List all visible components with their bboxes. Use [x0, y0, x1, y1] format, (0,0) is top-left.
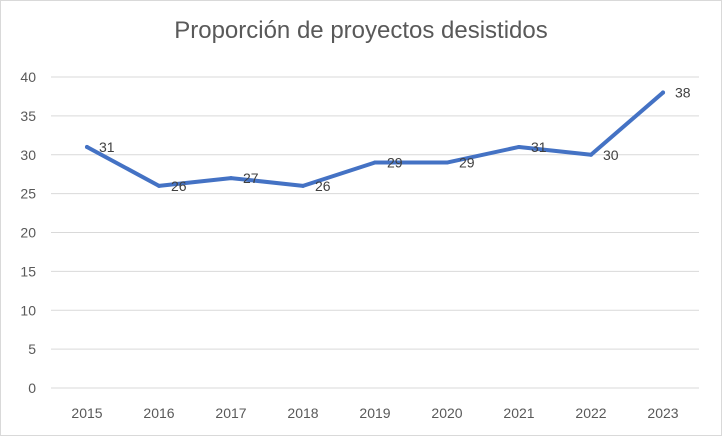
x-tick-label: 2020: [431, 405, 462, 421]
data-point: [373, 160, 377, 165]
data-label: 38: [675, 85, 691, 101]
x-tick-label: 2015: [71, 405, 102, 421]
x-tick-label: 2023: [647, 405, 678, 421]
y-tick-label: 10: [20, 302, 36, 318]
data-point: [229, 176, 233, 181]
data-label: 31: [99, 139, 115, 155]
y-tick-label: 0: [28, 380, 36, 396]
x-tick-label: 2016: [143, 405, 174, 421]
x-tick-label: 2021: [503, 405, 534, 421]
data-point: [301, 183, 305, 188]
data-label: 26: [171, 178, 187, 194]
data-label: 29: [459, 155, 475, 171]
data-label: 31: [531, 139, 547, 155]
y-tick-label: 5: [28, 341, 36, 357]
data-label: 26: [315, 178, 331, 194]
series-line: [85, 90, 665, 188]
x-tick-label: 2017: [215, 405, 246, 421]
data-point: [445, 160, 449, 165]
y-tick-label: 40: [20, 69, 36, 85]
y-tick-label: 35: [20, 108, 36, 124]
y-tick-label: 15: [20, 263, 36, 279]
data-point: [157, 183, 161, 188]
y-tick-label: 20: [20, 225, 36, 241]
x-tick-label: 2019: [359, 405, 390, 421]
x-tick-label: 2018: [287, 405, 318, 421]
data-point: [517, 144, 521, 149]
x-tick-label: 2022: [575, 405, 606, 421]
data-point: [85, 144, 89, 149]
chart-title: Proporción de proyectos desistidos: [174, 17, 548, 44]
data-point: [589, 152, 593, 157]
y-tick-label: 25: [20, 186, 36, 202]
data-label: 27: [243, 170, 259, 186]
data-point: [661, 90, 665, 95]
data-label: 29: [387, 155, 403, 171]
data-label: 30: [603, 147, 619, 163]
y-tick-label: 30: [20, 147, 36, 163]
